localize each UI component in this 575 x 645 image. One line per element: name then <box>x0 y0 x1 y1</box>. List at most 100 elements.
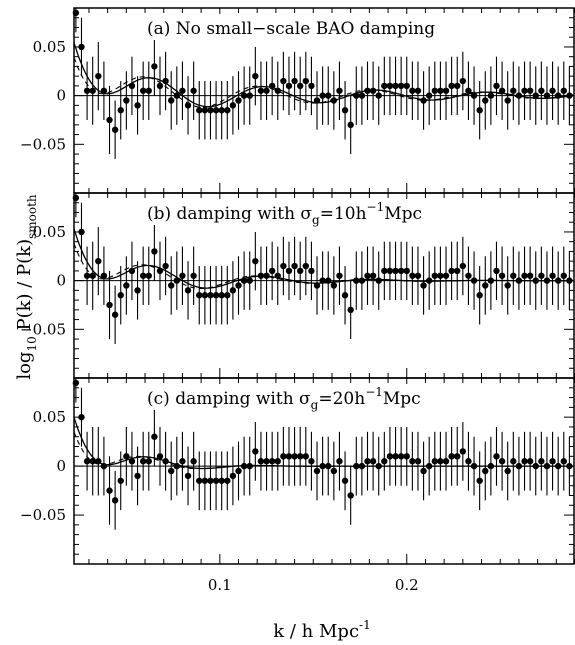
data-point <box>341 107 349 114</box>
data-point <box>560 272 567 279</box>
data-point <box>274 458 281 465</box>
data-point <box>459 448 467 455</box>
data-point <box>196 292 203 299</box>
data-point <box>123 97 130 104</box>
data-point <box>240 462 248 470</box>
data-point <box>397 453 405 460</box>
data-point <box>72 194 80 202</box>
data-point <box>111 126 119 133</box>
data-point <box>409 458 416 465</box>
data-point <box>296 267 304 275</box>
data-point <box>454 267 461 275</box>
data-point <box>240 92 248 99</box>
data-point <box>510 458 517 465</box>
panel-label-sub: g <box>311 398 319 412</box>
panel-label-tail: Mpc <box>383 389 421 409</box>
data-point <box>235 467 242 475</box>
data-point <box>173 92 181 99</box>
data-point <box>134 287 141 294</box>
data-point <box>229 102 237 109</box>
data-point <box>482 97 489 104</box>
data-point <box>156 453 164 460</box>
data-point <box>336 458 343 465</box>
data-point <box>420 97 427 104</box>
data-point <box>403 267 410 275</box>
data-point <box>224 477 231 484</box>
data-point <box>566 462 573 470</box>
data-point <box>532 462 539 470</box>
panel-label-pre: (b) damping with σ <box>147 204 312 224</box>
data-point <box>128 458 136 465</box>
data-point <box>201 107 209 114</box>
data-point <box>498 458 506 465</box>
data-point <box>196 477 203 484</box>
data-point <box>566 92 573 99</box>
data-point <box>442 272 450 279</box>
data-point <box>313 467 321 475</box>
data-point <box>504 282 511 289</box>
data-point <box>358 277 366 284</box>
data-point <box>224 107 231 114</box>
data-point <box>162 458 169 465</box>
y-title-sub1: 10 <box>25 336 39 351</box>
data-point <box>100 462 108 470</box>
data-point <box>459 262 467 270</box>
panel-label-post: =20h <box>318 389 365 409</box>
data-point <box>336 272 343 279</box>
data-point <box>168 467 175 475</box>
data-point <box>364 272 371 279</box>
data-point <box>212 477 220 484</box>
data-point <box>274 272 281 279</box>
data-point <box>162 262 169 270</box>
data-point <box>369 458 377 465</box>
data-point <box>156 82 164 90</box>
data-point <box>465 87 472 94</box>
data-point <box>319 277 326 284</box>
y-title-main: log <box>14 352 35 380</box>
data-point <box>246 462 253 470</box>
data-point <box>532 92 539 99</box>
data-point <box>566 277 573 284</box>
data-point <box>431 87 438 94</box>
data-point <box>554 92 562 99</box>
data-point <box>369 272 377 279</box>
data-point <box>280 77 287 85</box>
data-point <box>448 82 455 90</box>
data-point <box>268 458 276 465</box>
data-point <box>313 282 321 289</box>
data-point <box>111 311 119 318</box>
data-point <box>341 292 349 299</box>
data-point <box>353 277 360 284</box>
data-point <box>263 458 270 465</box>
panel-label: (c) damping with σg=20h−1Mpc <box>147 385 421 412</box>
data-point <box>476 292 483 299</box>
x-tick-label: 0.2 <box>395 576 419 594</box>
data-point <box>139 272 147 279</box>
data-point <box>201 477 209 484</box>
data-point <box>263 87 270 94</box>
data-point <box>179 87 186 94</box>
data-point <box>139 87 147 94</box>
panel-label-sup: −1 <box>367 200 385 214</box>
data-point <box>330 467 338 475</box>
data-point <box>145 87 152 94</box>
data-point <box>246 92 253 99</box>
y-tick-label: 0 <box>56 457 66 475</box>
data-point <box>538 87 545 94</box>
y-tick-label: 0 <box>56 272 66 290</box>
data-point <box>510 87 517 94</box>
data-point <box>319 462 326 470</box>
data-point <box>403 82 410 90</box>
data-point <box>235 282 242 289</box>
data-point <box>285 82 293 90</box>
panel-3: −0.05 0 0.05 0.1 0.2 (c) damping with σg=20h−… <box>20 377 575 594</box>
data-point <box>353 462 360 470</box>
x-tick-label: 0.1 <box>208 576 232 594</box>
data-point <box>302 77 310 85</box>
data-point <box>134 102 141 109</box>
panel-2: −0.05 0 0.05 (b) damping with σg=10h−1Mpc <box>20 192 575 379</box>
data-point <box>168 282 175 289</box>
data-point <box>78 228 85 236</box>
data-point <box>493 82 500 90</box>
data-point <box>425 462 433 470</box>
